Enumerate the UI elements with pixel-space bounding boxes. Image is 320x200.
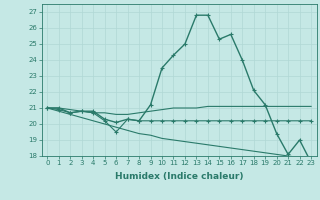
X-axis label: Humidex (Indice chaleur): Humidex (Indice chaleur) <box>115 172 244 181</box>
